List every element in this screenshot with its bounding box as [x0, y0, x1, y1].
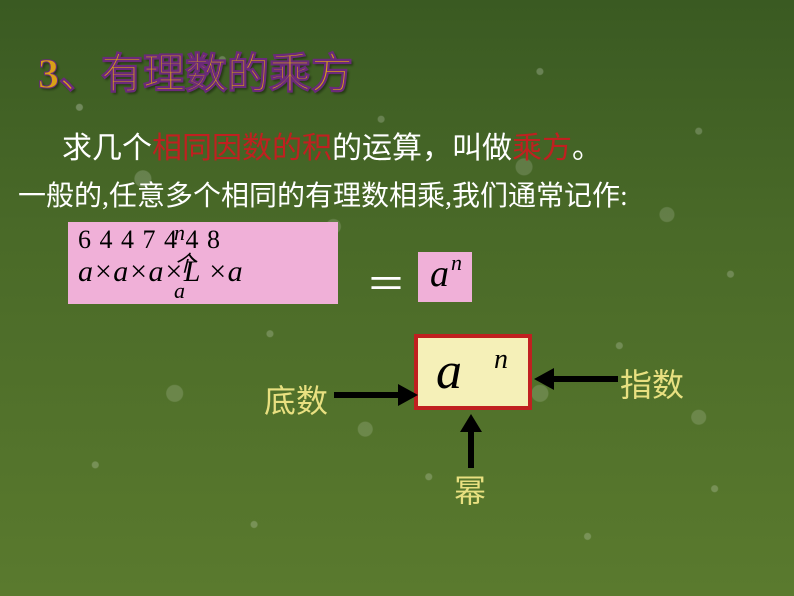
- equals-sign: ＝: [366, 252, 406, 310]
- def-word: 乘方: [512, 132, 572, 165]
- label-power: 幂: [454, 466, 486, 512]
- label-exponent: 指数: [620, 360, 684, 406]
- result-exponent: n: [451, 250, 462, 275]
- def-mid: 相同因数的积: [152, 132, 332, 165]
- label-base: 底数: [264, 376, 328, 422]
- general-line: 一般的,任意多个相同的有理数相乘,我们通常记作:: [18, 174, 628, 214]
- product-expression: a×a×a×L ×a: [78, 255, 328, 288]
- overbrace-numbers: 6 4 4 7 4 4 8: [78, 226, 328, 255]
- power-result-box: an: [418, 252, 472, 302]
- arrow-exponent-icon: [534, 364, 618, 394]
- power-notation-box: a n: [414, 334, 532, 410]
- arrow-base-icon: [334, 380, 418, 410]
- def-post2: 。: [572, 132, 602, 165]
- slide-content: 3、有理数的乘方 求几个相同因数的积的运算，叫做乘方。 一般的,任意多个相同的有…: [0, 0, 794, 596]
- slide-title: 3、有理数的乘方: [38, 40, 353, 101]
- result-base: a: [430, 253, 449, 295]
- def-pre: 求几个: [62, 132, 152, 165]
- def-post1: 的运算，叫做: [332, 132, 512, 165]
- arrow-power-icon: [456, 414, 486, 468]
- definition-line: 求几个相同因数的积的运算，叫做乘方。: [62, 123, 602, 167]
- power-exponent: n: [494, 344, 508, 376]
- power-base: a: [436, 342, 462, 401]
- product-expression-box: 6 4 4 7 4 4 8 a×a×a×L ×a: [68, 222, 338, 304]
- overbrace-label: n个a: [174, 220, 196, 304]
